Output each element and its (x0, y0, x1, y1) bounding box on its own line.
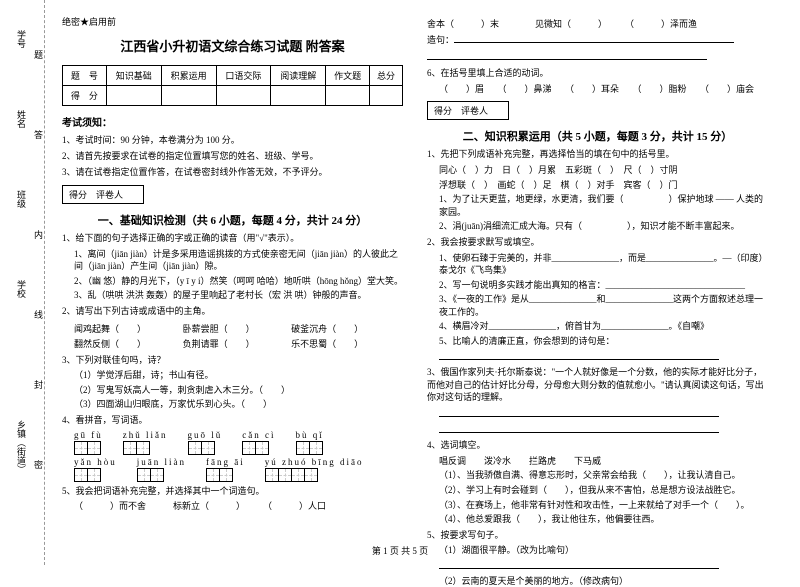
exam-title: 江西省小升初语文综合练习试题 附答案 (62, 36, 403, 55)
rtop-l2-line (454, 33, 734, 43)
q6-line: （ ）眉 （ ）鼻涕 （ ）耳朵 （ ）脂粉 （ ）庙会 (439, 83, 768, 96)
q2: 2、请写出下列古诗或成语中的主角。 (62, 305, 403, 318)
bind-label-1: 学号 (15, 30, 28, 48)
th-4: 阅读理解 (271, 66, 326, 86)
rtop-l1: 舍本（ ）末 见微知（ ） （ ）泽而渔 (427, 17, 768, 31)
q5: 5、我会把词语补充完整，并选择其中一个词造句。 (62, 485, 403, 498)
section2-title: 二、知识积累运用（共 5 小题，每题 3 分，共计 15 分） (427, 128, 768, 144)
q5-line: （ ）而不舍 标新立（ ） （ ）人口 (74, 500, 403, 513)
th-3: 口语交际 (216, 66, 271, 86)
bind-m4: 线 (32, 310, 45, 319)
td-3 (216, 86, 271, 106)
b5: 5、按要求写句子。 (427, 529, 768, 542)
b1-2: 浮想联（ ） 画蛇（ ）足 棋（ ）对手 宾客（ ）门 (439, 179, 768, 192)
scorebox-1: 得分 评卷人 (62, 185, 144, 204)
page-footer: 第 1 页 共 5 页 (0, 544, 800, 557)
b3: 3、俄国作家列夫·托尔斯泰说："一个人就好像是一个分数，他的实际才能好比分子，而… (427, 366, 768, 404)
notice-1: 1、考试时间：90 分钟，本卷满分为 100 分。 (62, 133, 403, 146)
q3-3: （3）四面湖山归眼底，万家忧乐到心头。（ ） (74, 398, 403, 411)
notice-title: 考试须知： (62, 114, 403, 129)
b2-4: 4、横眉冷对_______________，俯首甘为______________… (439, 320, 768, 333)
b2-5-line (439, 350, 719, 360)
b3-line-2 (439, 423, 719, 433)
th-5: 作文题 (326, 66, 370, 86)
binding-margin: 学号 姓名 班级 学校 乡镇（街道） 题 答 内 线 封 密 (10, 0, 45, 565)
notice-3: 3、请在试卷指定位置作答，在试卷密封线外作答无效，不予评分。 (62, 165, 403, 178)
bind-label-2: 姓名 (15, 110, 28, 128)
bind-label-3: 班级 (15, 190, 28, 208)
b1-4: 2、涓(juān)涓细流汇成大海。只有（ ），知识才能不断丰富起来。 (439, 220, 768, 233)
b2-3: 3、《一夜的工作》是从_______________和_____________… (439, 293, 768, 318)
q2-opt-1: 卧薪尝胆（ ） (183, 322, 292, 335)
b5-2: （2）云南的夏天是个美丽的地方。（修改病句） (439, 575, 768, 587)
b1-1: 同心（ ）力 日（ ）月累 五彩斑（ ） 尺（ ）寸阴 (439, 164, 768, 177)
grid-row-1: gū fùzhǔ liǎnguō lǔcǎn cìbù qǐ (74, 430, 403, 455)
b3-line-1 (439, 407, 719, 417)
td-6 (370, 86, 403, 106)
q3-2: （2）写鬼写妖高人一等，刺贪刺虐入木三分。（ ） (74, 384, 403, 397)
left-column: 绝密★启用前 江西省小升初语文综合练习试题 附答案 题 号 知识基础 积累运用 … (50, 15, 415, 540)
score-value-row: 得 分 (63, 86, 403, 106)
th-6: 总分 (370, 66, 403, 86)
b5-1-line (439, 559, 719, 569)
score-table: 题 号 知识基础 积累运用 口语交际 阅读理解 作文题 总分 得 分 (62, 65, 403, 106)
rtop-l2: 造句： (427, 33, 768, 47)
q3: 3、下列对联佳句吗，诗？ (62, 354, 403, 367)
b1: 1、先把下列成语补充完整，再选择恰当的填在句中的括号里。 (427, 148, 768, 161)
b1-3: 1、为了让天更蓝，地更绿，水更清，我们要（ ）保护地球 —— 人类的家园。 (439, 193, 768, 218)
rtop-l3-line (427, 50, 707, 60)
b2: 2、我会按要求默写或填空。 (427, 236, 768, 249)
q4: 4、看拼音，写词语。 (62, 414, 403, 427)
right-column: 舍本（ ）末 见微知（ ） （ ）泽而渔 造句： 6、在括号里填上合适的动词。 … (415, 15, 780, 540)
q3-1: （1）学觉浮后甜，诗；书山有径。 (74, 369, 403, 382)
q2-opt-2: 破釜沉舟（ ） (291, 322, 400, 335)
confidential: 绝密★启用前 (62, 15, 403, 28)
bind-m6: 密 (32, 460, 45, 469)
td-2 (161, 86, 216, 106)
bind-m5: 封 (32, 380, 45, 389)
q2-opts: 闻鸡起舞（ ） 卧薪尝胆（ ） 破釜沉舟（ ） 翻然反侧（ ） 负荆请罪（ ） … (74, 321, 403, 351)
score-header-row: 题 号 知识基础 积累运用 口语交际 阅读理解 作文题 总分 (63, 66, 403, 86)
q2-opt-0: 闻鸡起舞（ ） (74, 322, 183, 335)
td-0: 得 分 (63, 86, 107, 106)
b2-5: 5、比喻人的清廉正直，你会想到的诗句是： (439, 335, 768, 348)
th-2: 积累运用 (161, 66, 216, 86)
q1-1: 1、离间（jiān jiàn）计是多采用造谣挑拨的方式使亲密无间（jiān ji… (74, 248, 403, 273)
b4-1: （1）、当我骄傲自满、得意忘形时，父亲常会给我（ ），让我认清自己。 (439, 469, 768, 482)
scorebox-2: 得分 评卷人 (427, 101, 509, 120)
q1-3: 3、乱（哄哄 洪洪 轰轰）的屋子里响起了老村长（宏 洪 哄）钟般的声音。 (74, 289, 403, 302)
page: 绝密★启用前 江西省小升初语文综合练习试题 附答案 题 号 知识基础 积累运用 … (0, 0, 800, 565)
td-1 (106, 86, 161, 106)
bind-label-5: 乡镇（街道） (15, 420, 28, 474)
b2-1: 1、使卵石臻于完美的，并非_______________，而是_________… (439, 252, 768, 277)
bind-label-4: 学校 (15, 280, 28, 298)
q2-opt-3: 翻然反侧（ ） (74, 337, 183, 350)
td-4 (271, 86, 326, 106)
q1: 1、给下面的句子选择正确的字或正确的读音（用"√"表示）。 (62, 232, 403, 245)
b2-2: 2、写一句说明多实践才能出真知的格言：_____________________… (439, 279, 768, 292)
q6: 6、在括号里填上合适的动词。 (427, 67, 768, 80)
th-1: 知识基础 (106, 66, 161, 86)
td-5 (326, 86, 370, 106)
rtop-l2-label: 造句： (427, 35, 454, 45)
b4-4: （4）、他总爱跟我（ ），我让他往东，他偏要往西。 (439, 513, 768, 526)
bind-m3: 内 (32, 230, 45, 239)
section1-title: 一、基础知识检测（共 6 小题，每题 4 分，共计 24 分） (62, 212, 403, 228)
q2-opt-4: 负荆请罪（ ） (183, 337, 292, 350)
notice-2: 2、请首先按要求在试卷的指定位置填写您的姓名、班级、学号。 (62, 149, 403, 162)
bind-m2: 答 (32, 130, 45, 139)
bind-m1: 题 (32, 50, 45, 59)
q1-2: 2、（幽 悠）静的月光下，（y ī y í）然笑（呵呵 哈哈）地听哄（hōng … (74, 275, 403, 288)
b4-opts: 唱反调 泼冷水 拦路虎 下马威 (439, 455, 768, 468)
q2-opt-5: 乐不思蜀（ ） (291, 337, 400, 350)
b4-2: （2）、学习上有时会碰到（ ），但我从来不害怕，总是想方设法战胜它。 (439, 484, 768, 497)
grid-row-2: yǎn hòujuān liànfāng āiyú zhuó bīng diāo (74, 457, 403, 482)
th-0: 题 号 (63, 66, 107, 86)
b4-3: （3）、在赛场上，他非常有针对性和攻击性，一上来就给了对手一个（ ）。 (439, 499, 768, 512)
b4: 4、选词填空。 (427, 439, 768, 452)
